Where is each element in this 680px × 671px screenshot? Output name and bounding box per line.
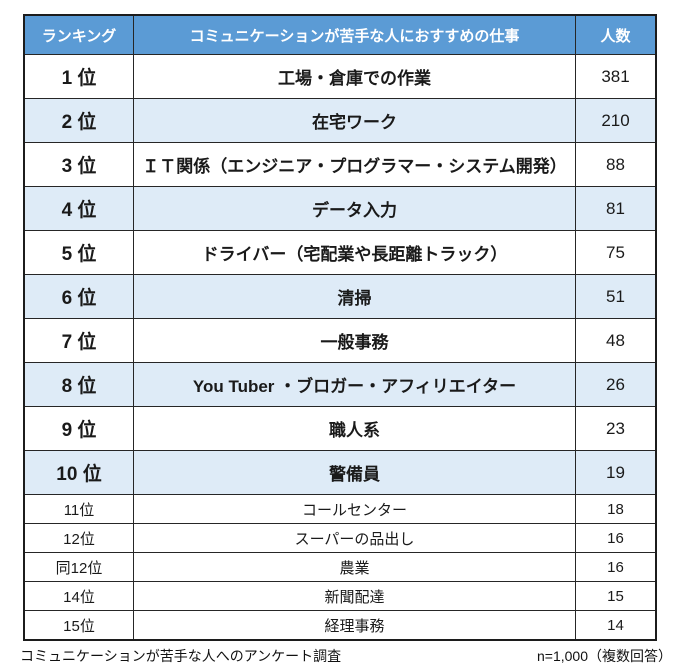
job-cell: 新聞配達 bbox=[133, 582, 575, 610]
table-row-rank-12: 12位 スーパーの品出し 16 bbox=[25, 523, 655, 552]
count-cell: 51 bbox=[575, 275, 655, 318]
rank-cell: 3 位 bbox=[61, 156, 97, 177]
header-count-cell: 人数 bbox=[575, 16, 655, 54]
job-cell: 警備員 bbox=[133, 451, 575, 494]
count-cell: 16 bbox=[575, 553, 655, 581]
table-row-rank-11: 11位 コールセンター 18 bbox=[25, 494, 655, 523]
job-cell: You Tuber ・ブロガー・アフィリエイター bbox=[133, 363, 575, 406]
rank-cell: 7 位 bbox=[61, 332, 97, 353]
table-row-rank-9: 9 位 職人系 23 bbox=[25, 406, 655, 450]
table-row-rank-1: 1 位 工場・倉庫での作業 381 bbox=[25, 54, 655, 98]
rank-cell: 14位 bbox=[63, 588, 95, 606]
table-row-rank-6: 6 位 清掃 51 bbox=[25, 274, 655, 318]
header-job-cell: コミュニケーションが苦手な人におすすめの仕事 bbox=[133, 16, 575, 54]
table-row-rank-2: 2 位 在宅ワーク 210 bbox=[25, 98, 655, 142]
job-cell: 清掃 bbox=[133, 275, 575, 318]
table-row-rank-4: 4 位 データ入力 81 bbox=[25, 186, 655, 230]
job-cell: 一般事務 bbox=[133, 319, 575, 362]
table-row-rank-5: 5 位 ドライバー（宅配業や長距離トラック） 75 bbox=[25, 230, 655, 274]
rank-cell: 15位 bbox=[63, 617, 95, 635]
count-cell: 88 bbox=[575, 143, 655, 186]
survey-source-note: コミュニケーションが苦手な人へのアンケート調査 bbox=[20, 648, 342, 664]
count-cell: 75 bbox=[575, 231, 655, 274]
count-cell: 381 bbox=[575, 55, 655, 98]
footnote: コミュニケーションが苦手な人へのアンケート調査 n=1,000（複数回答） bbox=[20, 645, 672, 667]
job-cell: 経理事務 bbox=[133, 611, 575, 639]
rank-cell: 同12位 bbox=[55, 559, 103, 577]
job-cell: 農業 bbox=[133, 553, 575, 581]
job-cell: 職人系 bbox=[133, 407, 575, 450]
count-cell: 19 bbox=[575, 451, 655, 494]
count-cell: 81 bbox=[575, 187, 655, 230]
table-row-rank-14: 14位 新聞配達 15 bbox=[25, 581, 655, 610]
ranking-table: ランキング コミュニケーションが苦手な人におすすめの仕事 人数 1 位 工場・倉… bbox=[23, 14, 657, 641]
job-cell: 在宅ワーク bbox=[133, 99, 575, 142]
table-row-rank-7: 7 位 一般事務 48 bbox=[25, 318, 655, 362]
count-cell: 23 bbox=[575, 407, 655, 450]
table-row-rank-10: 10 位 警備員 19 bbox=[25, 450, 655, 494]
rank-cell: 12位 bbox=[63, 530, 95, 548]
count-cell: 16 bbox=[575, 524, 655, 552]
job-cell: コールセンター bbox=[133, 495, 575, 523]
table-row-rank-8: 8 位 You Tuber ・ブロガー・アフィリエイター 26 bbox=[25, 362, 655, 406]
job-cell: データ入力 bbox=[133, 187, 575, 230]
header-rank-cell: ランキング bbox=[41, 27, 117, 45]
rank-cell: 10 位 bbox=[56, 464, 102, 485]
table-row-rank-12-tie: 同12位 農業 16 bbox=[25, 552, 655, 581]
count-cell: 15 bbox=[575, 582, 655, 610]
count-cell: 48 bbox=[575, 319, 655, 362]
count-cell: 210 bbox=[575, 99, 655, 142]
rank-cell: 9 位 bbox=[61, 420, 97, 441]
rank-cell: 5 位 bbox=[61, 244, 97, 265]
count-cell: 14 bbox=[575, 611, 655, 639]
sample-size-note: n=1,000（複数回答） bbox=[537, 648, 672, 664]
table-header-row: ランキング コミュニケーションが苦手な人におすすめの仕事 人数 bbox=[25, 16, 655, 54]
count-cell: 26 bbox=[575, 363, 655, 406]
rank-cell: 11位 bbox=[63, 501, 95, 519]
job-cell: 工場・倉庫での作業 bbox=[133, 55, 575, 98]
rank-cell: 4 位 bbox=[61, 200, 97, 221]
rank-cell: 8 位 bbox=[61, 376, 97, 397]
job-cell: ＩＴ関係（エンジニア・プログラマー・システム開発） bbox=[133, 143, 575, 186]
rank-cell: 2 位 bbox=[61, 112, 97, 133]
job-cell: スーパーの品出し bbox=[133, 524, 575, 552]
rank-cell: 1 位 bbox=[61, 68, 97, 89]
count-cell: 18 bbox=[575, 495, 655, 523]
rank-cell: 6 位 bbox=[61, 288, 97, 309]
table-row-rank-15: 15位 経理事務 14 bbox=[25, 610, 655, 639]
table-row-rank-3: 3 位 ＩＴ関係（エンジニア・プログラマー・システム開発） 88 bbox=[25, 142, 655, 186]
job-cell: ドライバー（宅配業や長距離トラック） bbox=[133, 231, 575, 274]
